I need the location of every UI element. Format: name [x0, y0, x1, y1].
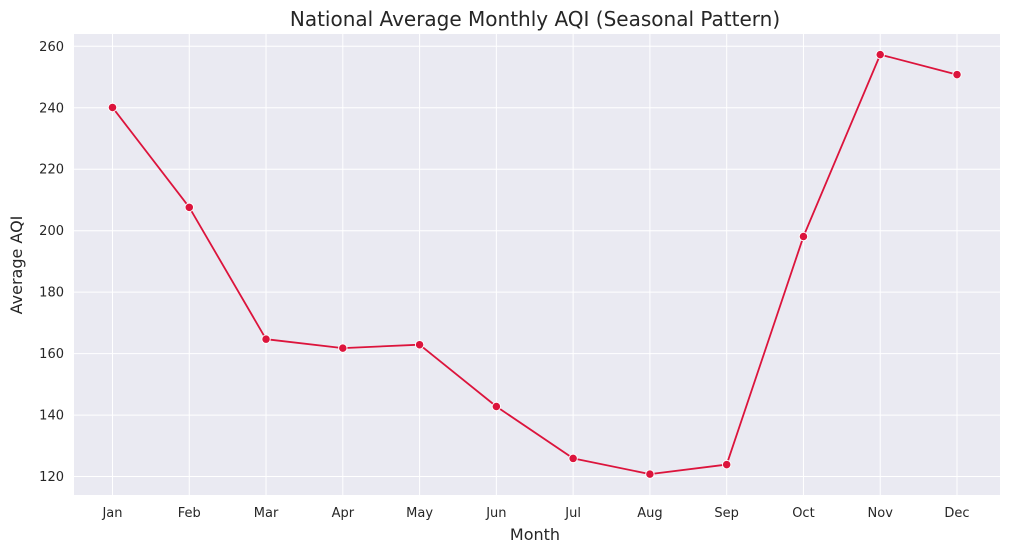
- x-tick-label: May: [406, 506, 433, 521]
- y-tick-label: 180: [39, 286, 64, 301]
- y-tick-label: 120: [39, 470, 64, 485]
- x-tick-label: Feb: [178, 506, 201, 521]
- data-point: [798, 231, 809, 242]
- data-point: [568, 453, 578, 464]
- series-group: [107, 49, 962, 479]
- x-tick-label: Jun: [485, 506, 506, 521]
- y-tick-label: 200: [39, 224, 64, 239]
- data-point: [414, 340, 425, 350]
- x-tick-label: Aug: [637, 506, 662, 521]
- data-point: [338, 343, 348, 353]
- y-gridlines: [74, 45, 1000, 478]
- x-tick-label: Sep: [714, 506, 739, 521]
- y-tick-label: 160: [39, 347, 64, 362]
- data-point: [645, 469, 655, 479]
- x-tick-label: Dec: [944, 506, 969, 521]
- data-point: [875, 49, 885, 60]
- x-tick-label: Nov: [868, 506, 894, 521]
- data-point: [952, 69, 962, 80]
- x-tick-label: Oct: [792, 506, 814, 521]
- x-gridlines: [112, 34, 958, 495]
- data-point: [261, 334, 271, 344]
- chart-title: National Average Monthly AQI (Seasonal P…: [290, 7, 780, 31]
- data-point: [722, 459, 732, 470]
- y-tick-label: 140: [39, 409, 64, 424]
- y-tick-labels: 120 140 160 180 200 220 240 260: [39, 40, 64, 485]
- y-tick-label: 220: [39, 163, 64, 178]
- y-axis-label: Average AQI: [7, 216, 26, 315]
- y-tick-label: 240: [39, 101, 64, 116]
- x-tick-label: Jul: [564, 506, 581, 521]
- data-point: [491, 401, 502, 412]
- plot-area: [74, 34, 1000, 495]
- x-tick-labels: Jan Feb Mar Apr May Jun Jul Aug Sep Oct Nov Dec: [101, 506, 969, 521]
- y-tick-label: 260: [39, 40, 64, 55]
- x-axis-label: Month: [510, 525, 560, 544]
- data-point: [107, 102, 118, 113]
- series-line: [111, 53, 958, 476]
- data-point: [184, 202, 194, 212]
- x-tick-label: Mar: [254, 506, 279, 521]
- x-tick-label: Jan: [101, 506, 122, 521]
- x-tick-label: Apr: [332, 506, 355, 521]
